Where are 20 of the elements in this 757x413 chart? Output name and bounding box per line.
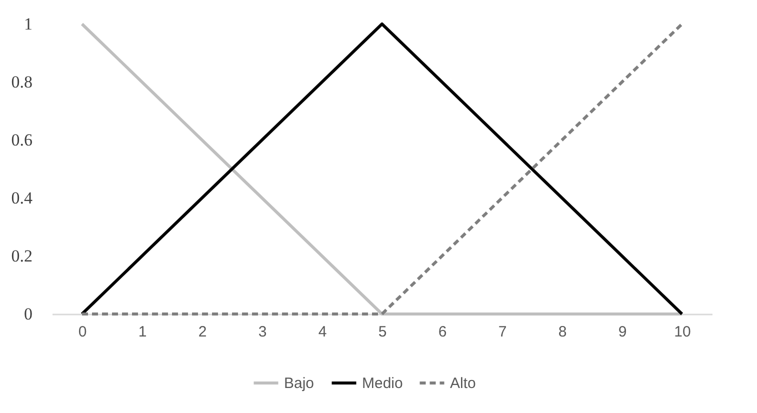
x-tick-label: 2	[198, 324, 207, 340]
y-tick-label: 1	[24, 14, 32, 34]
legend-label: Bajo	[284, 375, 314, 392]
x-tick-label: 6	[438, 324, 447, 340]
x-tick-label: 10	[674, 324, 691, 340]
x-tick-label: 4	[318, 324, 327, 340]
x-tick-label: 1	[138, 324, 147, 340]
x-tick-label: 3	[258, 324, 267, 340]
y-tick-label: 0	[24, 304, 32, 324]
x-tick-label: 7	[498, 324, 507, 340]
legend-label: Alto	[450, 375, 476, 392]
y-tick-label: 0.8	[11, 72, 32, 92]
legend-label: Medio	[362, 375, 403, 392]
x-tick-label: 9	[618, 324, 627, 340]
y-tick-label: 0.4	[11, 188, 33, 208]
y-tick-label: 0.2	[11, 246, 32, 266]
x-tick-label: 0	[78, 324, 87, 340]
x-tick-label: 5	[378, 324, 387, 340]
y-tick-label: 0.6	[11, 130, 32, 150]
x-tick-label: 8	[558, 324, 567, 340]
